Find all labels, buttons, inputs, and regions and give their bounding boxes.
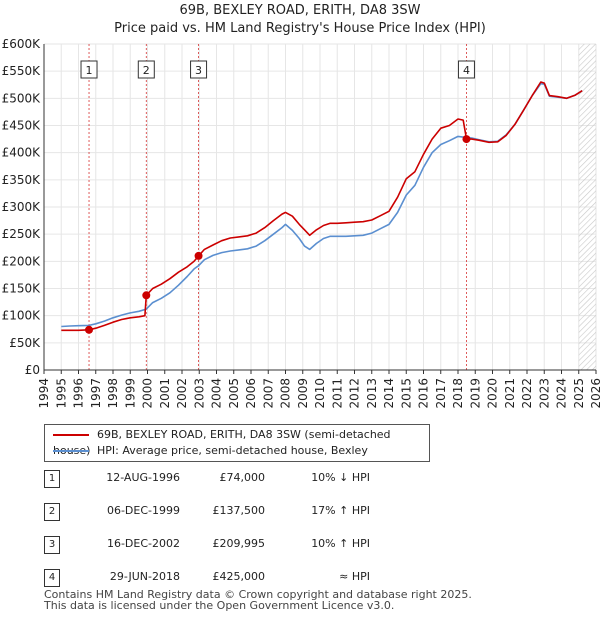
x-tick-label: 2004 bbox=[210, 378, 224, 409]
x-tick-label: 2020 bbox=[486, 378, 500, 409]
x-tick-label: 2006 bbox=[244, 378, 258, 409]
sale-label-number: 4 bbox=[463, 64, 470, 77]
sale-date: 16-DEC-2002 bbox=[106, 537, 180, 550]
sale-point bbox=[85, 325, 94, 334]
footer-attribution: Contains HM Land Registry data © Crown c… bbox=[44, 589, 472, 611]
x-tick-label: 1996 bbox=[72, 378, 86, 409]
sale-label-box bbox=[137, 60, 155, 79]
x-tick-label: 2008 bbox=[279, 378, 293, 409]
sale-point bbox=[142, 291, 151, 300]
x-tick-label: 1995 bbox=[54, 378, 68, 409]
x-tick-label: 1994 bbox=[37, 378, 51, 409]
sale-hpi-compare: 17% ↑ HPI bbox=[311, 504, 370, 517]
sale-price: £425,000 bbox=[212, 570, 266, 583]
y-tick-label: £50K bbox=[9, 336, 41, 350]
y-tick-label: £100K bbox=[2, 309, 42, 323]
x-tick-label: 2015 bbox=[399, 378, 413, 409]
legend-swatch-property bbox=[53, 434, 89, 436]
sale-hpi-compare: ≈ HPI bbox=[339, 570, 370, 583]
sale-row-4: 4 29-JUN-2018 £425,000 ≈ HPI bbox=[0, 567, 600, 587]
y-tick-label: £0 bbox=[25, 363, 40, 377]
x-tick-label: 1998 bbox=[106, 378, 120, 409]
sale-price: £74,000 bbox=[219, 471, 266, 484]
forecast-hatch bbox=[578, 44, 596, 370]
footer-line-licence: This data is licensed under the Open Gov… bbox=[44, 599, 395, 612]
x-tick-label: 2023 bbox=[537, 378, 551, 409]
legend-item-hpi: HPI: Average price, semi-detached house,… bbox=[53, 443, 368, 459]
x-tick-label: 2000 bbox=[141, 378, 155, 409]
sale-marker-badge: 3 bbox=[44, 536, 60, 554]
chart-title: 69B, BEXLEY ROAD, ERITH, DA8 3SW bbox=[179, 3, 421, 18]
x-tick-label: 2007 bbox=[261, 378, 275, 409]
y-tick-label: £550K bbox=[2, 64, 42, 78]
sale-row-1: 1 12-AUG-1996 £74,000 10% ↓ HPI bbox=[0, 468, 600, 488]
sale-hpi-compare: 10% ↓ HPI bbox=[311, 471, 370, 484]
chart-legend: 69B, BEXLEY ROAD, ERITH, DA8 3SW (semi-d… bbox=[44, 424, 430, 462]
sale-label-box bbox=[190, 60, 208, 79]
sale-row-3: 3 16-DEC-2002 £209,995 10% ↑ HPI bbox=[0, 534, 600, 554]
x-tick-label: 2021 bbox=[503, 378, 517, 409]
sale-label-number: 1 bbox=[86, 64, 93, 77]
sale-label-number: 3 bbox=[195, 64, 202, 77]
sale-point bbox=[194, 251, 203, 260]
y-tick-label: £150K bbox=[2, 282, 42, 296]
x-tick-label: 2019 bbox=[468, 378, 482, 409]
sale-marker-badge: 1 bbox=[44, 470, 60, 488]
sale-label-box bbox=[457, 60, 475, 79]
x-tick-label: 2026 bbox=[589, 378, 600, 409]
x-tick-label: 2010 bbox=[313, 378, 327, 409]
x-tick-label: 2012 bbox=[348, 378, 362, 409]
x-tick-label: 2022 bbox=[520, 378, 534, 409]
y-tick-label: £450K bbox=[2, 119, 42, 133]
legend-label-hpi: HPI: Average price, semi-detached house,… bbox=[97, 444, 368, 457]
sale-date: 12-AUG-1996 bbox=[106, 471, 180, 484]
sale-hpi-compare: 10% ↑ HPI bbox=[311, 537, 370, 550]
sale-date: 29-JUN-2018 bbox=[109, 570, 180, 583]
sale-point bbox=[462, 135, 471, 144]
y-tick-label: £300K bbox=[2, 200, 42, 214]
x-tick-label: 2005 bbox=[227, 378, 241, 409]
x-tick-label: 2014 bbox=[382, 378, 396, 409]
sale-price: £137,500 bbox=[212, 504, 266, 517]
x-tick-label: 2003 bbox=[192, 378, 206, 409]
sale-label-box bbox=[80, 60, 98, 79]
legend-swatch-hpi bbox=[53, 450, 89, 452]
y-tick-label: £200K bbox=[2, 254, 42, 268]
x-tick-label: 1999 bbox=[123, 378, 137, 409]
x-tick-label: 1997 bbox=[89, 378, 103, 409]
price-chart: 1 2 3 4 £0 £50K £100K £150K £200K £250K £300K £350… bbox=[2, 37, 600, 409]
x-tick-label: 2002 bbox=[175, 378, 189, 409]
sale-marker-badge: 4 bbox=[44, 569, 60, 587]
sale-label-number: 2 bbox=[143, 64, 150, 77]
y-tick-label: £350K bbox=[2, 173, 42, 187]
y-tick-label: £500K bbox=[2, 91, 42, 105]
x-tick-label: 2011 bbox=[330, 378, 344, 409]
x-tick-label: 2017 bbox=[434, 378, 448, 409]
y-tick-label: £400K bbox=[2, 146, 42, 160]
x-tick-label: 2013 bbox=[365, 378, 379, 409]
sale-date: 06-DEC-1999 bbox=[106, 504, 180, 517]
x-tick-label: 2001 bbox=[158, 378, 172, 409]
footer-line-copyright: Contains HM Land Registry data © Crown c… bbox=[44, 588, 472, 601]
sale-marker-badge: 2 bbox=[44, 503, 60, 521]
legend-item-property: 69B, BEXLEY ROAD, ERITH, DA8 3SW (semi-d… bbox=[53, 427, 429, 457]
x-tick-label: 2025 bbox=[572, 378, 586, 409]
chart-subtitle: Price paid vs. HM Land Registry's House … bbox=[114, 21, 486, 36]
sale-price: £209,995 bbox=[212, 537, 266, 550]
y-tick-label: £600K bbox=[2, 37, 42, 51]
sale-row-2: 2 06-DEC-1999 £137,500 17% ↑ HPI bbox=[0, 501, 600, 521]
x-tick-label: 2009 bbox=[296, 378, 310, 409]
x-tick-label: 2018 bbox=[451, 378, 465, 409]
y-tick-label: £250K bbox=[2, 227, 42, 241]
x-tick-label: 2016 bbox=[417, 378, 431, 409]
x-tick-label: 2024 bbox=[555, 378, 569, 409]
